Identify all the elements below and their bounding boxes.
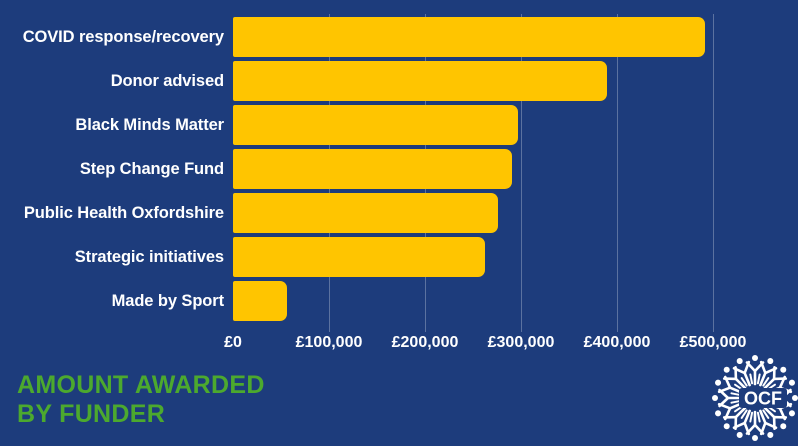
ocf-logo-text-backing: [739, 388, 787, 408]
category-label: Strategic initiatives: [74, 247, 224, 266]
bar-row: Donor advised: [0, 59, 798, 103]
logo-figure: [722, 365, 748, 390]
logo-figure: [763, 365, 788, 391]
bar-row: Made by Sport: [0, 279, 798, 323]
x-tick-label: £0: [224, 334, 242, 351]
category-label: Public Health Oxfordshire: [23, 203, 224, 222]
logo-figure: [712, 388, 743, 408]
bar-donor-advised: [233, 61, 607, 101]
x-axis: £0 £100,000 £200,000 £300,000 £400,000 £500,0…: [224, 334, 797, 356]
bar-row: COVID response/recovery: [0, 15, 798, 59]
logo-figure: [762, 406, 788, 431]
x-tick-label: £100,000: [295, 334, 363, 351]
bar-step-change-fund: [233, 149, 512, 189]
logo-figure: [745, 355, 765, 386]
logo-figure: [759, 358, 778, 387]
bar-made-by-sport: [233, 281, 287, 321]
bar-row: Strategic initiatives: [0, 235, 798, 279]
chart-title-line2: BY FUNDER: [17, 400, 166, 428]
x-tick-label: £300,000: [487, 334, 555, 351]
bar-row: Black Minds Matter: [0, 103, 798, 147]
bar-rows: COVID response/recovery Donor advised Blac…: [0, 15, 798, 323]
logo-figure: [732, 409, 751, 438]
logo-figure: [745, 410, 765, 441]
bar-strategic-initiatives: [233, 237, 485, 277]
category-label: COVID response/recovery: [22, 27, 224, 46]
category-label: Donor advised: [110, 71, 224, 90]
x-tick-label: £200,000: [391, 334, 459, 351]
chart-title: AMOUNT AWARDED BY FUNDER: [17, 371, 265, 429]
bar-covid-response-recovery: [233, 17, 705, 57]
ocf-logo-text: OCF: [744, 389, 782, 409]
bar-public-health-oxfordshire: [233, 193, 498, 233]
ocf-logo: OCF: [712, 355, 798, 441]
bar-black-minds-matter: [233, 105, 518, 145]
category-label: Step Change Fund: [79, 159, 224, 178]
x-tick-label: £400,000: [583, 334, 651, 351]
chart-title-line1: AMOUNT AWARDED: [17, 371, 265, 399]
logo-figure: [732, 358, 754, 387]
bar-row: Step Change Fund: [0, 147, 798, 191]
x-tick-label: £500,000: [679, 334, 747, 351]
category-label: Made by Sport: [111, 291, 224, 310]
bar-row: Public Health Oxfordshire: [0, 191, 798, 235]
logo-figure: [756, 409, 778, 438]
category-label: Black Minds Matter: [75, 115, 224, 134]
